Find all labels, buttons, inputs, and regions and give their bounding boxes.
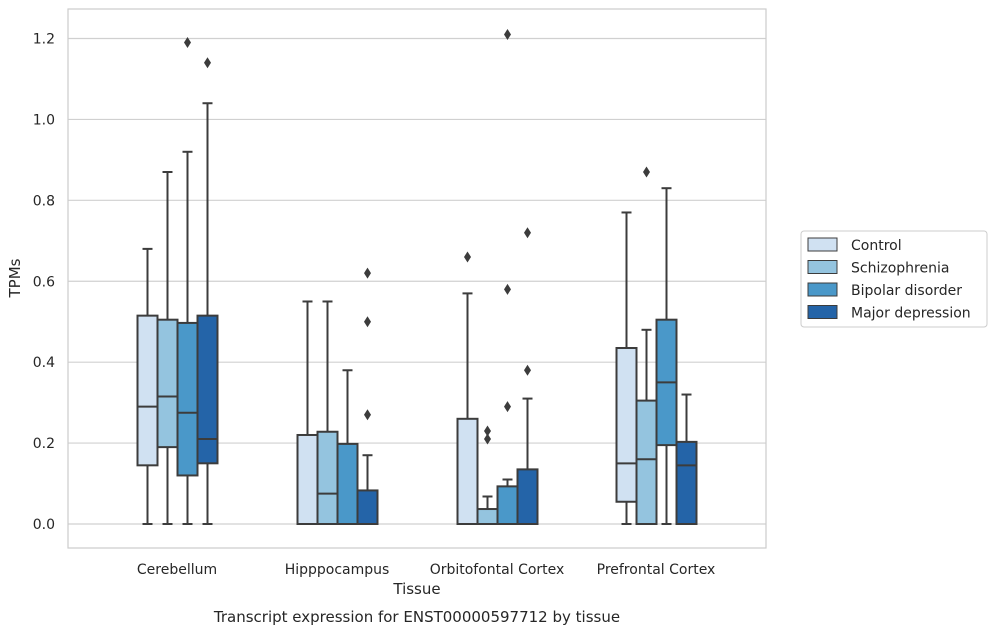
- y-tick-label: 0.4: [33, 355, 55, 371]
- plot-frame: [67, 8, 767, 549]
- iqr-box: [516, 468, 539, 526]
- box-schizophrenia: [476, 425, 499, 526]
- iqr-box: [496, 485, 519, 525]
- outlier-marker: [364, 409, 371, 421]
- chart-caption: Transcript expression for ENST0000059771…: [213, 608, 620, 626]
- y-tick-label: 0.0: [33, 517, 55, 533]
- outlier-marker: [464, 251, 471, 263]
- legend-swatch: [807, 305, 838, 319]
- legend-label: Control: [851, 238, 902, 254]
- iqr-box: [296, 433, 319, 525]
- box-major-depression: [516, 227, 539, 526]
- legend-label: Major depression: [851, 306, 971, 322]
- box-control: [456, 251, 479, 525]
- y-tick-label: 0.2: [33, 436, 55, 452]
- iqr-box: [176, 321, 199, 477]
- x-axis-title: Tissue: [392, 580, 440, 598]
- outlier-marker: [524, 227, 531, 239]
- box-major-depression: [196, 57, 219, 525]
- x-tick-label: Orbitofontal Cortex: [430, 562, 565, 578]
- iqr-box: [316, 430, 339, 526]
- box-groups: [136, 28, 698, 526]
- plot-background: [68, 9, 766, 548]
- box-bipolar-disorder: [176, 37, 199, 525]
- box-schizophrenia: [635, 166, 658, 525]
- iqr-box: [615, 347, 638, 503]
- y-tick-label: 1.2: [33, 32, 55, 48]
- y-tick-label: 1.0: [33, 112, 55, 128]
- y-tick-label: 0.6: [33, 274, 55, 290]
- iqr-box: [456, 417, 479, 525]
- legend-swatch: [807, 237, 838, 252]
- outlier-marker: [504, 283, 511, 295]
- y-tick-label: 0.8: [33, 193, 55, 209]
- iqr-box: [635, 399, 658, 525]
- x-tick-label: Hipppocampus: [285, 562, 390, 578]
- box-bipolar-disorder: [336, 369, 359, 525]
- box-major-depression: [356, 267, 379, 526]
- box-control: [615, 211, 638, 525]
- box-schizophrenia: [316, 300, 339, 526]
- legend-label: Bipolar disorder: [851, 283, 962, 299]
- legend-swatch: [807, 260, 838, 274]
- outlier-marker: [484, 425, 491, 437]
- iqr-box: [136, 314, 159, 467]
- box-major-depression: [675, 393, 698, 526]
- outlier-marker: [364, 267, 371, 279]
- y-axis-title: TPMs: [6, 258, 24, 298]
- legend: Control Schizophrenia Bipolar disorder Majo…: [800, 230, 988, 328]
- outlier-marker: [184, 37, 191, 49]
- iqr-box: [476, 508, 499, 526]
- outlier-marker: [484, 433, 491, 445]
- box-bipolar-disorder: [655, 187, 678, 525]
- outlier-marker: [504, 28, 511, 40]
- outlier-marker: [204, 57, 211, 69]
- iqr-box: [356, 489, 379, 526]
- iqr-box: [156, 318, 179, 449]
- outlier-marker: [504, 401, 511, 413]
- x-tick-label: Cerebellum: [137, 562, 217, 578]
- iqr-box: [196, 314, 219, 465]
- outlier-marker: [364, 316, 371, 328]
- legend-swatch: [807, 282, 838, 297]
- y-tick-labels: 0.0 0.2 0.4 0.6 0.8 1.0 1.2: [33, 32, 55, 534]
- x-tick-label: Prefrontal Cortex: [597, 562, 716, 578]
- outlier-marker: [643, 166, 650, 178]
- legend-label: Schizophrenia: [851, 261, 949, 277]
- legend-frame: [800, 230, 988, 328]
- x-tick-labels: Cerebellum Hipppocampus Orbitofontal Corte…: [137, 562, 715, 578]
- iqr-box: [336, 442, 359, 525]
- iqr-box: [675, 440, 698, 526]
- outlier-marker: [524, 364, 531, 376]
